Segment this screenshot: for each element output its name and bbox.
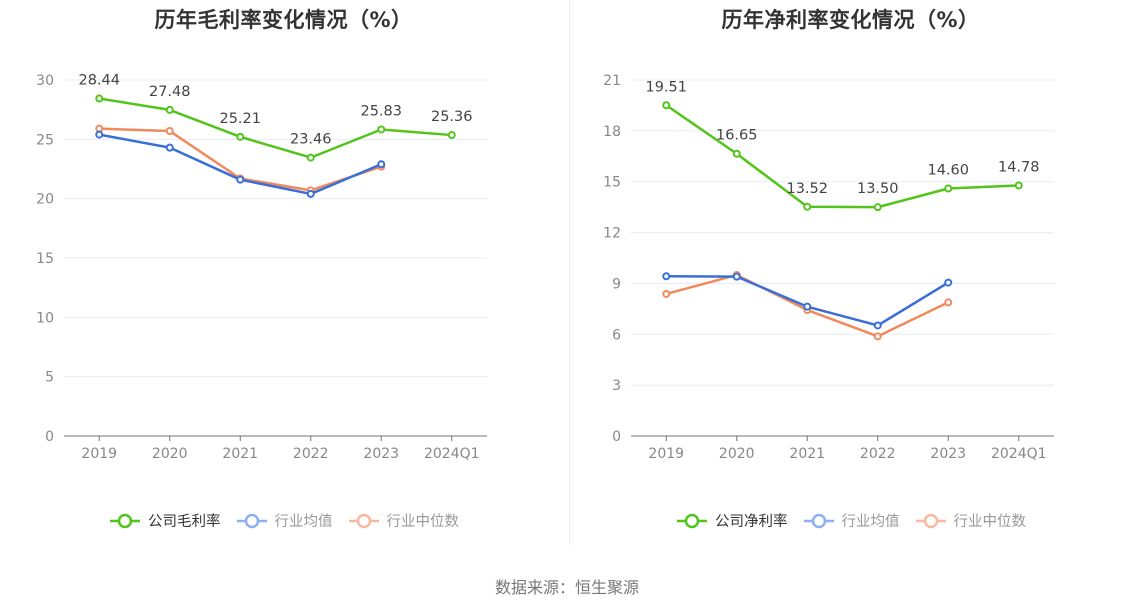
data-label: 25.83 [360,103,402,119]
y-tick-label: 20 [36,192,54,208]
y-tick-label: 30 [36,73,54,89]
x-tick-label: 2022 [860,446,896,462]
chart-title: 历年毛利率变化情况（%） [154,8,413,32]
legend-item-industry-avg[interactable]: 行业均值 [235,510,333,531]
y-tick-label: 12 [603,226,621,242]
data-label: 25.36 [431,109,473,125]
legend-line-circle-icon [915,513,946,528]
data-point-industry-avg [944,278,953,287]
legend-line-circle-icon [803,513,834,528]
y-tick-label: 25 [36,132,54,148]
y-tick-label: 18 [603,124,621,140]
x-tick-label: 2019 [81,446,117,462]
legend-label: 行业中位数 [953,514,1027,530]
x-tick-label: 2022 [293,446,329,462]
data-point-industry-median [662,289,671,298]
data-point-industry-avg [306,189,315,198]
legend-item-industry-median[interactable]: 行业中位数 [914,510,1027,531]
series-line-company [665,104,1019,209]
data-label: 23.46 [290,132,332,148]
data-label: 13.50 [857,181,899,197]
data-point-company [236,132,245,141]
legend-label: 公司净利率 [715,514,788,530]
series-line-company [99,97,452,159]
x-tick-label: 2020 [719,446,755,462]
data-point-industry-median [944,298,953,307]
data-point-industry-avg [165,143,174,152]
legend-line-circle-icon [110,513,140,528]
y-tick-label: 6 [612,327,621,343]
legend-item-industry-median[interactable]: 行业中位数 [347,510,460,531]
legend-item-industry-avg[interactable]: 行业均值 [802,510,900,531]
y-tick-label: 15 [36,251,54,267]
data-point-industry-avg [377,160,386,169]
x-tick-label: 2023 [363,446,399,462]
data-point-company [1014,181,1023,190]
data-label: 27.48 [149,84,191,100]
y-tick-label: 10 [36,310,54,326]
legend-label: 行业中位数 [386,514,460,530]
chart-title: 历年净利率变化情况（%） [721,8,980,32]
data-point-company [873,203,882,212]
chart-legend: 公司净利率 行业均值 行业中位数 [567,510,1134,531]
data-point-company [95,94,104,103]
series-line-industry-avg [99,133,382,196]
data-label: 13.52 [786,181,828,197]
data-point-company [944,184,953,193]
data-point-company [165,105,174,114]
panel-divider [569,0,570,545]
data-point-industry-avg [732,272,741,281]
data-point-company [732,149,741,158]
x-tick-label: 2019 [648,446,684,462]
data-point-company [447,131,456,140]
data-label: 14.60 [927,162,969,178]
data-point-company [377,125,386,134]
legend-label: 行业均值 [841,514,900,530]
data-label: 28.44 [78,73,120,89]
data-source-note: 数据来源：恒生聚源 [494,578,639,597]
legend-label: 行业均值 [274,514,333,530]
x-tick-label: 2021 [222,446,258,462]
data-point-industry-avg [95,130,104,139]
x-tick-label: 2020 [152,446,188,462]
x-tick-label: 2024Q1 [991,446,1047,462]
data-point-industry-median [873,332,882,341]
gross-margin-plot: 0 5 10 15 20 25 30 2019 2020 2021 2022 2023 2024Q1 28… [36,73,487,462]
y-tick-label: 15 [603,175,621,191]
y-tick-label: 0 [45,429,54,445]
data-point-company [306,153,315,162]
legend-item-company[interactable]: 公司毛利率 [108,510,221,531]
x-tick-label: 2023 [930,446,966,462]
legend-label: 公司毛利率 [148,514,221,530]
legend-line-circle-icon [348,513,379,528]
y-tick-label: 0 [612,429,621,445]
y-tick-label: 3 [612,378,621,394]
data-label: 25.21 [219,111,261,127]
data-label: 16.65 [716,128,758,144]
data-point-company [803,202,812,211]
net-margin-plot: 0 3 6 9 12 15 18 21 2019 2020 2021 2022 2023 2024Q1 19… [603,73,1054,462]
data-point-industry-avg [873,321,882,330]
net-margin-chart: 历年净利率变化情况（%） 0 3 6 9 12 15 18 21 2019 2020 2021 202… [567,0,1134,560]
x-tick-label: 2021 [789,446,825,462]
legend-line-circle-icon [236,513,267,528]
data-point-industry-median [165,127,174,136]
y-tick-label: 21 [603,73,621,89]
data-label: 14.78 [998,159,1040,175]
x-tick-label: 2024Q1 [424,446,480,462]
y-tick-label: 9 [612,276,621,292]
data-point-industry-avg [803,302,812,311]
gross-margin-chart: 历年毛利率变化情况（%） 0 5 10 15 20 25 30 2019 2020 2021 202… [0,0,567,560]
y-tick-label: 5 [45,370,54,386]
data-label: 19.51 [645,79,687,95]
data-point-company [662,101,671,110]
chart-legend: 公司毛利率 行业均值 行业中位数 [0,510,567,531]
data-point-industry-avg [662,272,671,281]
legend-line-circle-icon [677,513,707,528]
legend-item-company[interactable]: 公司净利率 [675,510,788,531]
data-point-industry-avg [236,175,245,184]
